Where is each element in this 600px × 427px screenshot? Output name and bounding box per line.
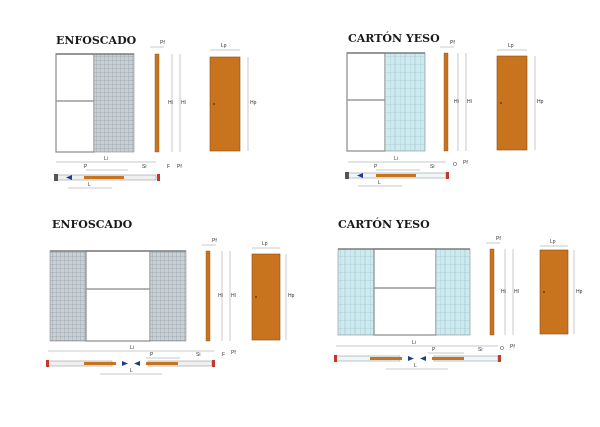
label-hl: Hl (514, 289, 519, 295)
label-hl: Hl (231, 293, 236, 299)
label-hp: Hp (537, 99, 544, 105)
panel-title: CARTÓN YESO (348, 31, 440, 45)
label-pf: Pf (212, 238, 217, 244)
gypsum-cassette-left (338, 249, 374, 335)
mesh-cassette-right (150, 251, 186, 341)
label-si: Si (430, 164, 434, 170)
door-leaf: Lp Hp (252, 241, 295, 340)
label-hl: Hl (181, 100, 186, 106)
label-pf: Pf (450, 40, 455, 46)
panel-carton-yeso-single: CARTÓN YESO Pf Hi Hl Lp Hp Li (345, 31, 544, 186)
panel-enfoscado-single: ENFOSCADO Pf Hi Hl Lp Hp Li (54, 34, 257, 188)
label-l: L (378, 180, 381, 186)
label-li: Li (412, 340, 416, 346)
label-hi: Hi (168, 100, 173, 106)
label-li: Li (104, 156, 108, 162)
label-li: Li (394, 156, 398, 162)
frame-elevation (56, 54, 134, 152)
label-p: P (150, 352, 154, 358)
label-f: F (167, 164, 170, 170)
label-pf-plan: Pf (510, 344, 515, 350)
label-hp: Hp (250, 100, 257, 106)
door-leaf: Lp Hp (540, 239, 583, 334)
gypsum-cassette-right (436, 249, 470, 335)
frame-elevation (347, 53, 425, 151)
label-o: O (500, 346, 504, 352)
label-lp: Lp (550, 239, 556, 245)
label-l: L (130, 368, 133, 374)
label-o: O (453, 162, 457, 168)
label-lp: Lp (262, 241, 268, 247)
label-li: Li (130, 345, 134, 351)
label-hp: Hp (576, 289, 583, 295)
plan-section: Li P Si L O Pf (345, 156, 468, 186)
label-l: L (88, 182, 91, 188)
panel-enfoscado-double: ENFOSCADO Pf Hi Hl Lp Hp Li (46, 218, 295, 374)
label-lp: Lp (221, 43, 227, 49)
mesh-cassette-left (50, 251, 86, 341)
door-leaf: Lp Hp (497, 43, 544, 150)
label-si: Si (196, 352, 200, 358)
frame-profile: Pf Hi Hl (202, 238, 236, 341)
label-hi: Hi (218, 293, 223, 299)
plan-section: Li P Si L F Pf (54, 156, 182, 188)
label-p: P (432, 347, 436, 353)
label-si: Si (142, 164, 146, 170)
frame-profile: Pf Hi Hl (440, 40, 472, 151)
panel-title: ENFOSCADO (52, 218, 133, 231)
label-pf-plan: Pf (463, 160, 468, 166)
label-pf: Pf (160, 40, 165, 46)
label-pf: Pf (496, 236, 501, 242)
label-lp: Lp (508, 43, 514, 49)
label-l: L (414, 363, 417, 369)
frame-profile: Pf Hi Hl (486, 236, 519, 335)
label-hl: Hl (467, 99, 472, 105)
label-hi: Hi (454, 99, 459, 105)
label-pf-plan: Pf (231, 350, 236, 356)
frame-elevation (50, 251, 186, 341)
label-hi: Hi (501, 289, 506, 295)
panel-title: CARTÓN YESO (338, 217, 430, 231)
plan-section: Li P Si L F Pf (46, 345, 236, 374)
frame-profile: Pf Hi Hl (150, 40, 186, 152)
door-leaf: Lp Hp (210, 43, 257, 151)
label-hp: Hp (288, 293, 295, 299)
label-pf-plan: Pf (177, 164, 182, 170)
frame-elevation (338, 249, 470, 335)
mesh-cassette (94, 54, 134, 152)
gypsum-cassette (385, 53, 425, 151)
label-si: Si (478, 347, 482, 353)
panel-carton-yeso-double: CARTÓN YESO Pf Hi Hl Lp Hp Li (334, 217, 583, 369)
panel-title: ENFOSCADO (56, 34, 137, 47)
label-f: F (222, 352, 225, 358)
plan-section: Li P Si L O Pf (334, 340, 515, 369)
label-p: P (84, 164, 88, 170)
label-p: P (374, 164, 378, 170)
